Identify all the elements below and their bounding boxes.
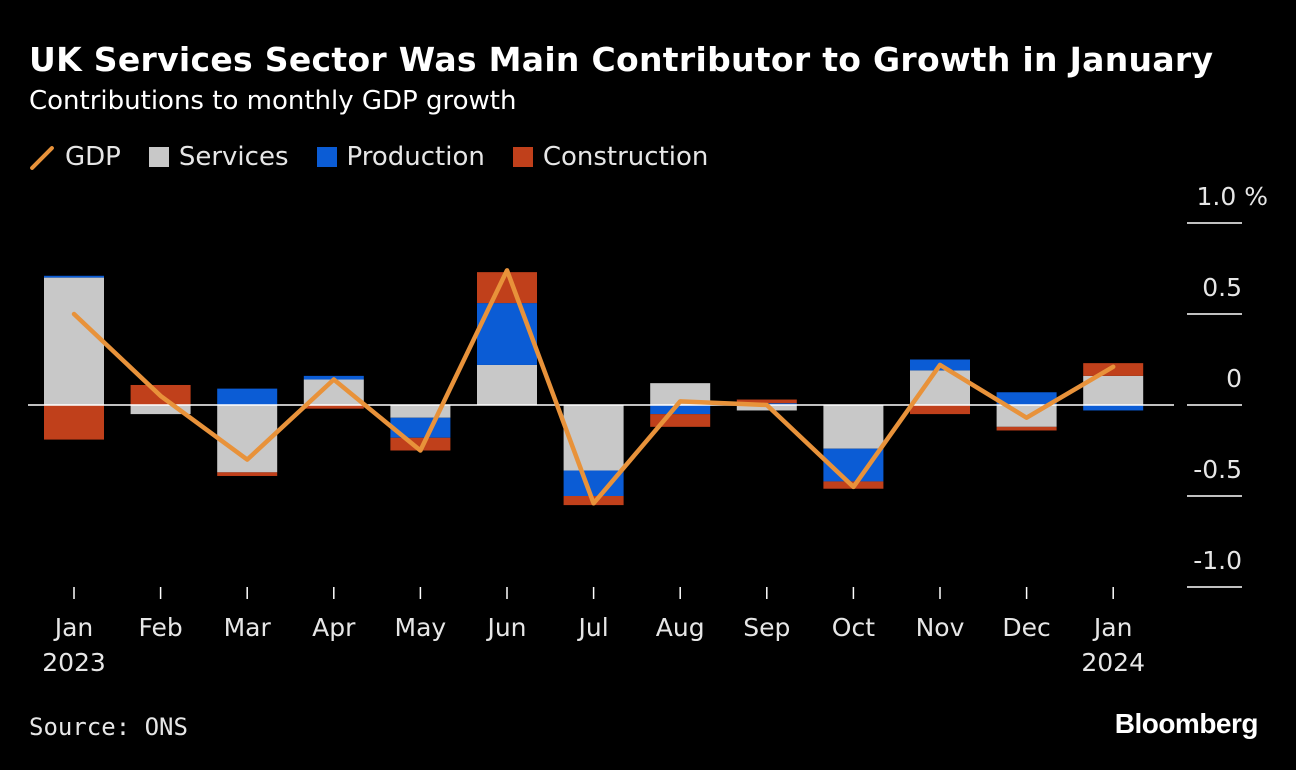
bar-construction-4 [303, 405, 364, 409]
legend: GDP Services Production Construction [29, 142, 736, 172]
y-tick-label-3: 0 [1226, 364, 1242, 393]
bar-construction-3 [217, 472, 278, 476]
x-tick-label-8: Aug [656, 613, 705, 642]
y-tick-label-4: -0.5 [1193, 455, 1242, 484]
bar-production-1 [44, 275, 104, 278]
bloomberg-logo: Bloomberg [1114, 708, 1259, 739]
x-tick-year-label-1: 2023 [42, 648, 106, 677]
bar-construction-9 [736, 399, 797, 404]
bar-construction-6 [477, 272, 537, 304]
legend-label-gdp: GDP [65, 142, 121, 172]
x-tick-label-5: May [395, 613, 447, 642]
bar-production-7 [563, 470, 624, 496]
chart-subtitle: Contributions to monthly GDP growth [29, 86, 517, 116]
x-tick-label-11: Nov [916, 613, 965, 642]
bar-services-2 [130, 405, 191, 415]
y-tick-label-1: 1.0 % [1197, 182, 1268, 211]
x-tick-label-13: Jan [1092, 613, 1133, 642]
bar-production-3 [217, 388, 278, 405]
x-tick-label-3: Mar [224, 613, 272, 642]
construction-swatch [512, 147, 533, 167]
legend-label-production: Production [346, 142, 485, 172]
x-tick-label-4: Apr [312, 613, 356, 642]
legend-item-gdp: GDP [29, 142, 121, 172]
bar-services-8 [650, 383, 711, 405]
x-tick-label-12: Dec [1002, 613, 1050, 642]
x-tick-label-2: Feb [138, 613, 182, 642]
legend-label-construction: Construction [542, 142, 709, 172]
y-tick-label-5: -1.0 [1193, 546, 1242, 575]
bar-construction-12 [996, 426, 1057, 431]
bar-production-13 [1083, 405, 1144, 411]
bar-construction-13 [1083, 363, 1144, 376]
x-tick-label-10: Oct [832, 613, 875, 642]
bar-services-1 [44, 277, 104, 405]
chart-title: UK Services Sector Was Main Contributor … [29, 40, 1214, 79]
x-tick-label-6: Jun [485, 613, 526, 642]
x-tick-year-label-13: 2024 [1081, 648, 1145, 677]
legend-item-construction: Construction [512, 142, 709, 172]
services-swatch [148, 147, 169, 167]
x-tick-label-1: Jan [53, 613, 94, 642]
source-note: Source: ONS [29, 713, 188, 741]
bar-services-6 [477, 364, 537, 405]
x-tick-label-7: Jul [577, 613, 609, 642]
bar-production-12 [996, 392, 1057, 405]
legend-item-services: Services [148, 142, 289, 172]
bar-services-10 [823, 405, 884, 449]
y-tick-label-2: 0.5 [1202, 273, 1242, 302]
legend-item-production: Production [316, 142, 485, 172]
bar-services-7 [563, 405, 624, 471]
bar-production-8 [650, 405, 711, 415]
legend-label-services: Services [178, 142, 289, 172]
bar-construction-11 [910, 405, 970, 415]
bar-construction-1 [44, 405, 104, 440]
x-tick-label-9: Sep [743, 613, 790, 642]
production-swatch [316, 147, 337, 167]
